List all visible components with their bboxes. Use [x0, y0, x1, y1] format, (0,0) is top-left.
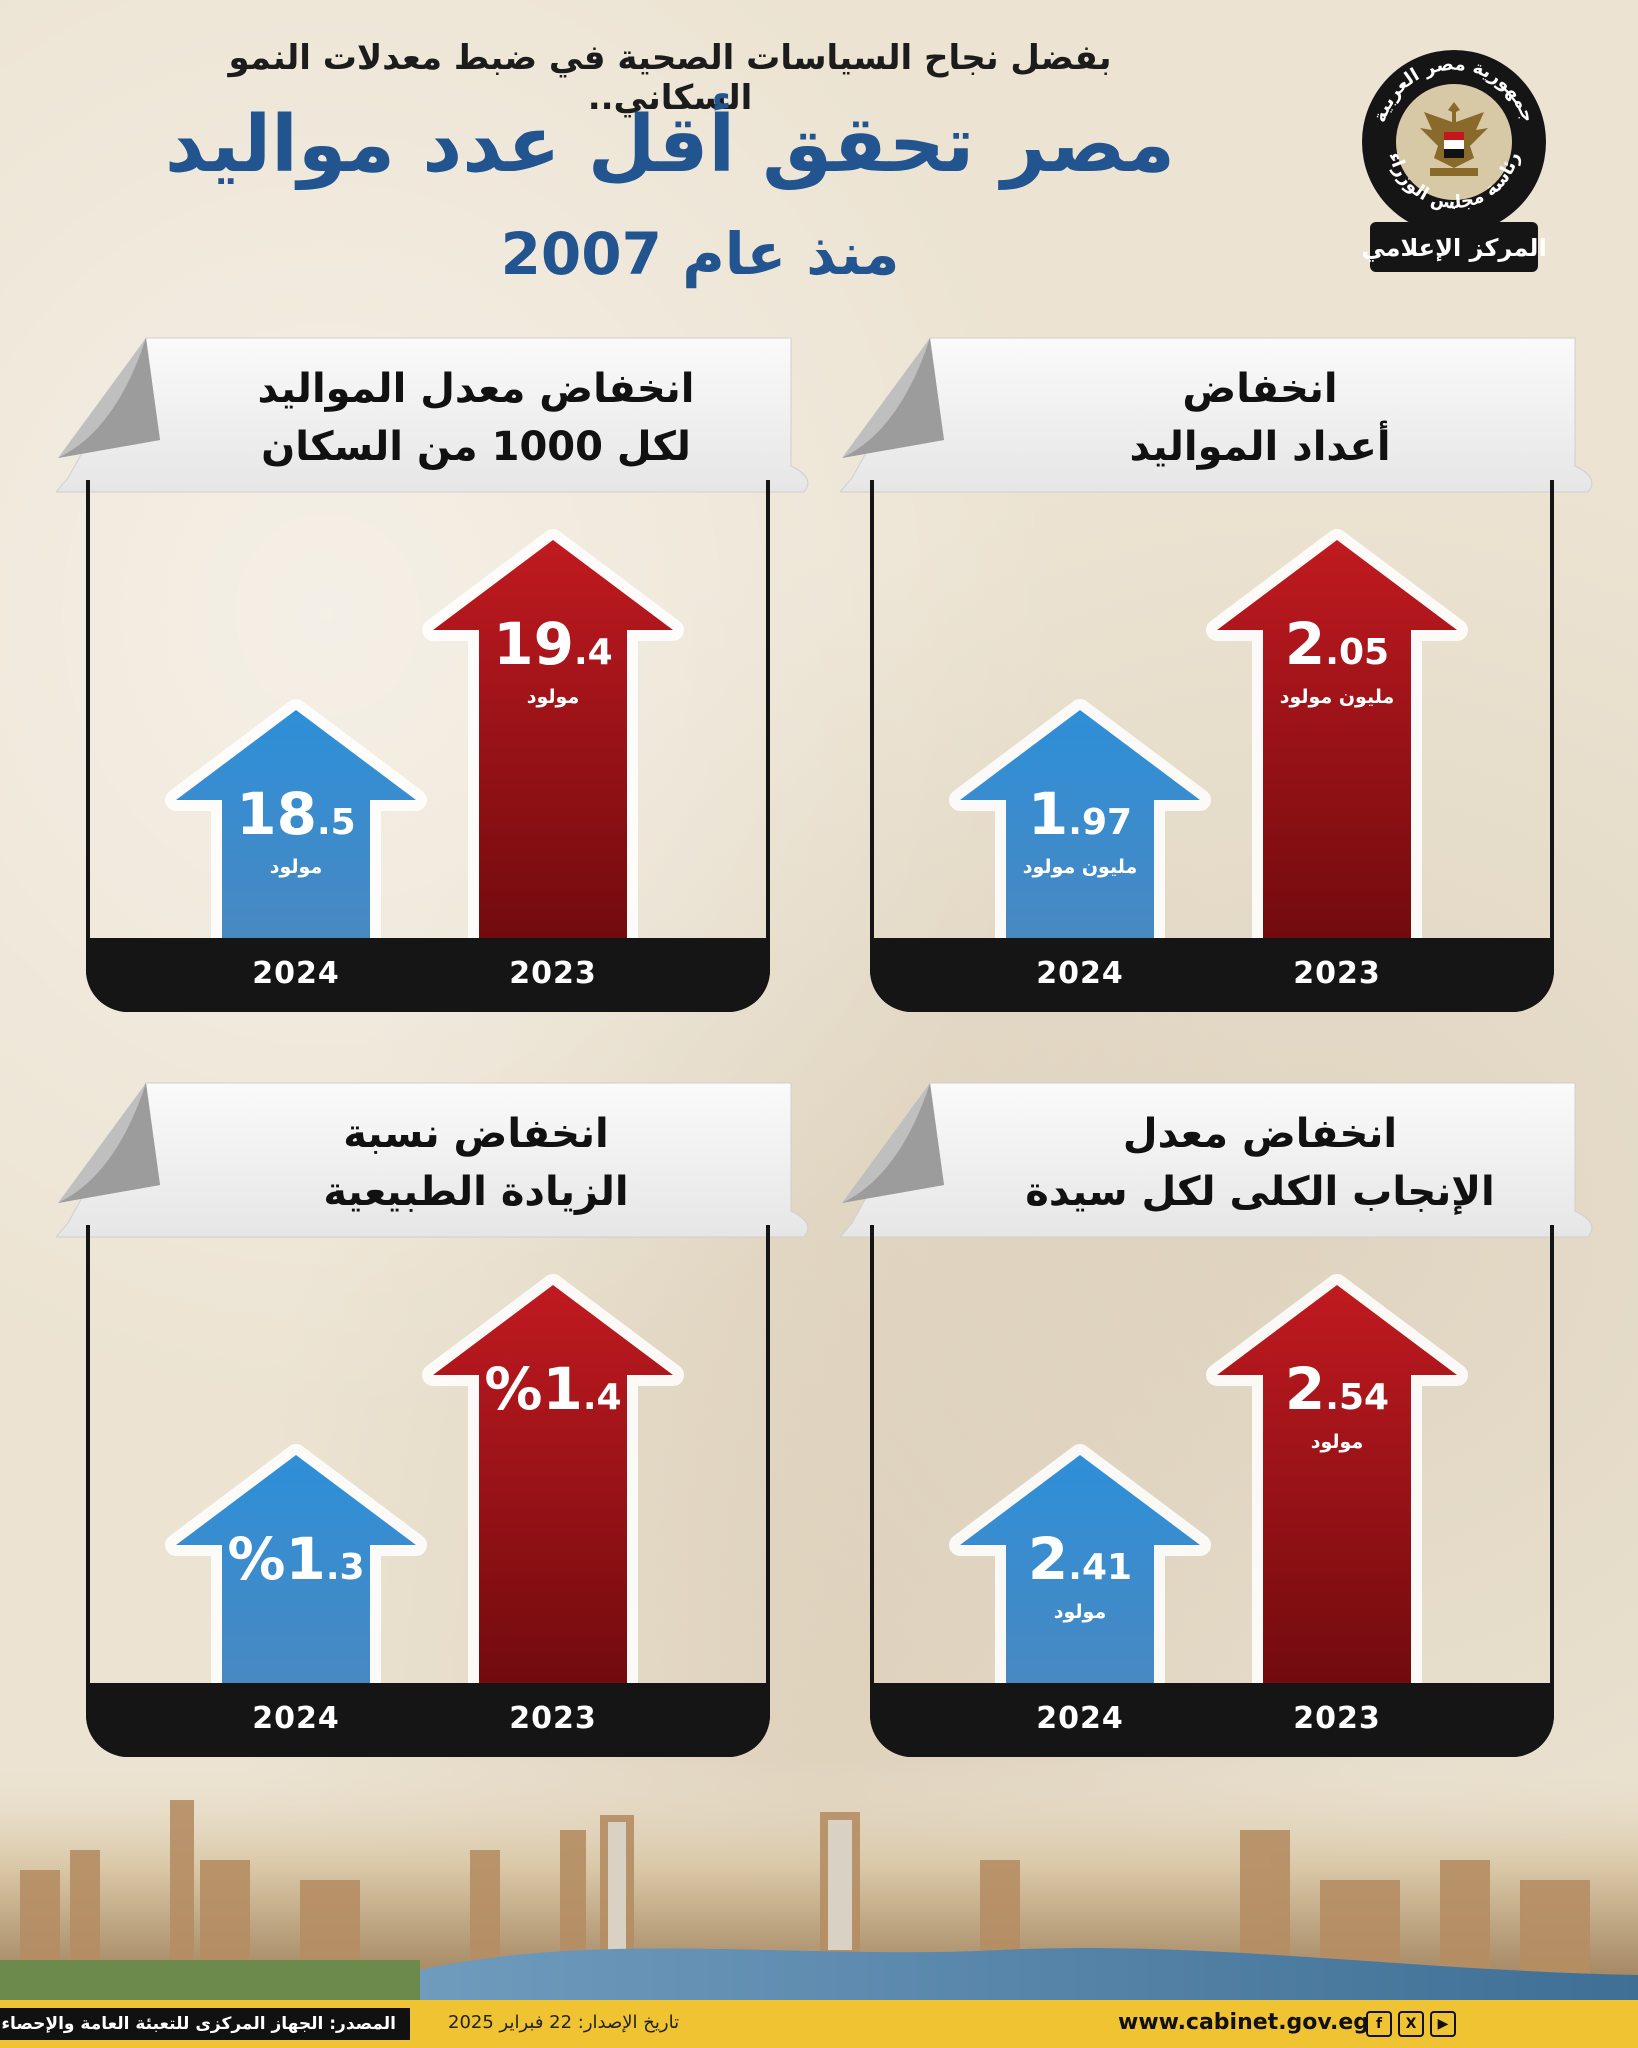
data-label-dec: .3 — [325, 1547, 365, 1588]
data-label-int: 2 — [1284, 1355, 1326, 1423]
chart-title: انخفاض نسبة الزيادة الطبيعية — [176, 1105, 776, 1221]
chart-frame — [870, 480, 1554, 1012]
data-label-dec: .41 — [1068, 1547, 1133, 1588]
data-label-dec: .5 — [316, 802, 356, 843]
data-label-int: %1 — [484, 1355, 583, 1423]
data-label-2023: 2.54 — [1227, 1355, 1447, 1423]
unit-label: مليون مولود — [1279, 686, 1395, 708]
chart-title: انخفاض معدل الإنجاب الكلى لكل سيدة — [960, 1105, 1560, 1221]
data-label-dec: .05 — [1325, 632, 1390, 673]
chart-title-line2: أعداد المواليد — [1129, 424, 1391, 470]
chart-title-line1: انخفاض معدل — [1122, 1111, 1398, 1157]
chart-title: انخفاض معدل المواليد لكل 1000 من السكان — [176, 360, 776, 476]
chart-title-line1: انخفاض معدل المواليد — [257, 366, 695, 412]
chart-base — [870, 938, 1554, 1012]
data-label-int: %1 — [227, 1525, 326, 1593]
tick-label-2023: 2023 — [1293, 1701, 1381, 1736]
chart-title-line1: انخفاض نسبة — [343, 1111, 609, 1157]
chart-graphic — [56, 1082, 809, 1713]
data-label-2024: 2.41 — [970, 1525, 1190, 1593]
footer: f X ▶ www.cabinet.gov.eg تاريخ الإصدار: … — [0, 2000, 1638, 2048]
cabinet-logo: جمهورية مصر العربية رئاسة مجلس الوزراء ا… — [1361, 50, 1547, 272]
tick-label-2024: 2024 — [1036, 1701, 1124, 1736]
chart-title-line2: الزيادة الطبيعية — [323, 1169, 629, 1215]
logo-banner-text: المركز الإعلامي — [1361, 234, 1546, 262]
header: بفضل نجاح السياسات الصحية في ضبط معدلات … — [0, 0, 1638, 330]
data-label-int: 2 — [1284, 610, 1326, 678]
chart-frame — [870, 1225, 1554, 1757]
chart-graphic — [840, 1082, 1593, 1713]
data-label-2024: 1.97 — [970, 780, 1190, 848]
data-label-dec: .97 — [1068, 802, 1133, 843]
facebook-icon[interactable]: f — [1366, 2011, 1392, 2037]
chart-panel-birth-rate: انخفاض معدل المواليد لكل 1000 من السكان 18… — [56, 330, 846, 1030]
data-label-2023: 19.4 — [443, 610, 663, 678]
unit-label: مولود — [1053, 1601, 1107, 1623]
tick-label-2023: 2023 — [509, 1701, 597, 1736]
source-label: المصدر: الجهاز المركزى للتعبئة العامة وا… — [0, 2008, 410, 2040]
website-link[interactable]: www.cabinet.gov.eg — [1118, 2010, 1369, 2035]
tick-label-2024: 2024 — [1036, 956, 1124, 991]
tick-label-2023: 2023 — [509, 956, 597, 991]
chart-title: انخفاض أعداد المواليد — [960, 360, 1560, 476]
cairo-skyline-image — [0, 1760, 1638, 2000]
data-label-dec: .54 — [1325, 1377, 1390, 1418]
chart-base — [870, 1683, 1554, 1757]
chart-base — [86, 1683, 770, 1757]
tick-label-2023: 2023 — [1293, 956, 1381, 991]
tick-label-2024: 2024 — [252, 956, 340, 991]
chart-base — [86, 938, 770, 1012]
page-title: مصر تحقق أقل عدد مواليد — [164, 100, 1176, 190]
subtitle: بفضل نجاح السياسات الصحية في ضبط معدلات … — [228, 38, 1112, 118]
chart-frame — [86, 1225, 770, 1757]
chart-frame — [86, 480, 770, 1012]
page-title-line2: منذ عام 2007 — [500, 220, 900, 288]
data-label-dec: .4 — [573, 632, 613, 673]
chart-panel-natural-increase: انخفاض نسبة الزيادة الطبيعية %1.3 2024 %1.4 2… — [56, 1075, 846, 1775]
eagle-icon — [1420, 102, 1488, 176]
data-label-int: 1 — [1027, 780, 1069, 848]
data-label-int: 19 — [493, 610, 574, 678]
youtube-icon[interactable]: ▶ — [1430, 2011, 1456, 2037]
chart-panel-births: انخفاض أعداد المواليد 1.97 مليون مولود 2024 2… — [840, 330, 1630, 1030]
data-label-int: 18 — [236, 780, 317, 848]
chart-panel-fertility: انخفاض معدل الإنجاب الكلى لكل سيدة 2.41 مول… — [840, 1075, 1630, 1775]
issue-date: تاريخ الإصدار: 22 فبراير 2025 — [448, 2012, 680, 2033]
data-label-2024: %1.3 — [186, 1525, 406, 1593]
tick-label-2024: 2024 — [252, 1701, 340, 1736]
social-icons: f X ▶ — [1366, 2011, 1456, 2037]
unit-label: مولود — [1310, 1431, 1364, 1453]
data-label-2023: %1.4 — [443, 1355, 663, 1423]
chart-graphic — [56, 337, 809, 968]
unit-label: مولود — [526, 686, 580, 708]
data-label-int: 2 — [1027, 1525, 1069, 1593]
chart-title-line2: لكل 1000 من السكان — [261, 424, 691, 470]
chart-title-line1: انخفاض — [1182, 366, 1338, 412]
x-icon[interactable]: X — [1398, 2011, 1424, 2037]
data-label-2024: 18.5 — [186, 780, 406, 848]
unit-label: مليون مولود — [1022, 856, 1138, 878]
chart-title-line2: الإنجاب الكلى لكل سيدة — [1025, 1169, 1495, 1215]
unit-label: مولود — [269, 856, 323, 878]
data-label-dec: .4 — [582, 1377, 622, 1418]
data-label-2023: 2.05 — [1227, 610, 1447, 678]
